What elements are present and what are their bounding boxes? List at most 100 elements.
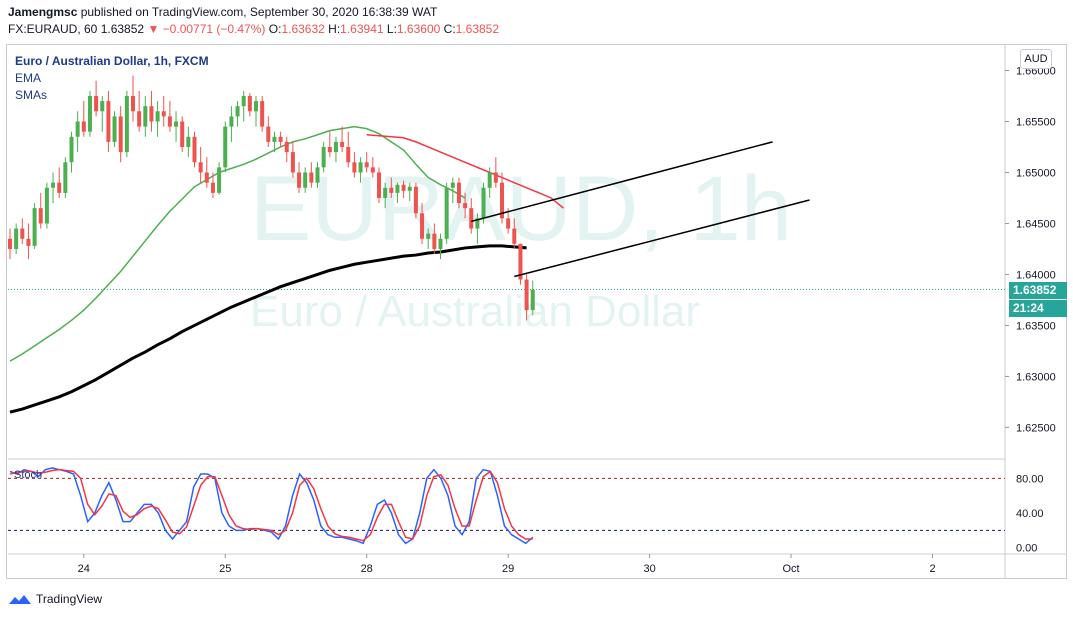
change-arrow: ▼	[147, 22, 160, 36]
candle-up	[481, 187, 486, 219]
candle-down	[26, 238, 31, 246]
candle-down	[167, 116, 172, 127]
candle-up	[303, 172, 308, 188]
candle-down	[290, 152, 295, 173]
candle-up	[32, 208, 37, 246]
candle-up	[112, 116, 117, 142]
candle-down	[137, 111, 142, 127]
candle-up	[426, 233, 431, 239]
candle-down	[518, 243, 523, 280]
footer-brand-label: TradingView	[36, 592, 103, 606]
change-value: −0.00771 (−0.47%)	[162, 22, 266, 36]
price-tick-label: 1.63000	[1016, 371, 1056, 383]
countdown-badge: 21:24	[1009, 299, 1067, 317]
high-label: H:	[328, 22, 341, 36]
chart-title[interactable]: Euro / Australian Dollar, 1h, FXCM	[15, 54, 209, 68]
trendline-upper	[471, 141, 773, 223]
candle-down	[20, 228, 25, 239]
price-axis[interactable]: 1.660001.655001.650001.645001.640001.635…	[1005, 65, 1056, 555]
candle-down	[297, 172, 302, 188]
time-tick-label: 24	[78, 563, 90, 575]
time-axis[interactable]: 24 25 28 29 30 Oct 2	[78, 554, 936, 575]
candle-down	[346, 146, 351, 163]
candle-down	[377, 172, 381, 198]
publish-line: Jamengmsc published on TradingView.com, …	[8, 5, 437, 19]
candle-up	[358, 162, 363, 173]
candle-down	[364, 162, 369, 168]
candle-up	[475, 218, 480, 229]
stoch-tick-label: 0.00	[1016, 543, 1037, 555]
candle-up	[100, 101, 105, 112]
candle-down	[389, 187, 394, 193]
candle-down	[352, 162, 357, 173]
open-label: O:	[268, 22, 282, 36]
stoch-tick-label: 80.00	[1016, 473, 1044, 485]
candle-up	[438, 238, 443, 249]
candles	[8, 75, 535, 321]
legend-stoch[interactable]: Stoch	[14, 469, 43, 481]
candle-up	[44, 187, 49, 224]
ema-line	[9, 125, 466, 362]
candle-up	[51, 182, 56, 188]
open-value: 1.63632	[281, 22, 325, 36]
candle-down	[106, 101, 111, 142]
candle-up	[444, 187, 449, 239]
candle-up	[174, 121, 179, 127]
ohlc-line: FX:EURAUD, 60 1.63852 ▼ −0.00771 (−0.47%…	[8, 22, 499, 36]
candle-down	[413, 186, 418, 214]
candle-down	[493, 172, 498, 183]
currency-button[interactable]: AUD	[1020, 49, 1052, 69]
candle-down	[266, 126, 271, 142]
candle-down	[309, 172, 314, 183]
candle-down	[180, 121, 185, 147]
price-tick-label: 1.64000	[1016, 269, 1056, 281]
last-price: 1.63852	[100, 22, 145, 36]
candle-down	[94, 95, 99, 112]
stoch-d-line	[9, 468, 533, 542]
candle-down	[131, 95, 135, 112]
candle-down	[260, 101, 265, 127]
candle-up	[254, 101, 258, 112]
last-price-badge: 1.63852	[1009, 281, 1067, 299]
legend-smas[interactable]: SMAs	[15, 88, 48, 102]
candle-up	[155, 111, 160, 122]
stoch-tick-label: 40.00	[1016, 508, 1044, 520]
candle-up	[235, 106, 240, 117]
candle-down	[340, 141, 345, 147]
candle-up	[315, 167, 320, 183]
candle-up	[217, 167, 222, 193]
candle-down	[432, 233, 437, 249]
candle-up	[321, 146, 326, 168]
footer-brand[interactable]: TradingView	[8, 592, 102, 606]
close-label: C:	[443, 22, 456, 36]
watermark-name: Euro / Australian Dollar	[250, 287, 700, 336]
candle-up	[223, 126, 228, 168]
candle-up	[395, 184, 400, 193]
candle-up	[14, 228, 19, 249]
candle-up	[333, 141, 338, 153]
candle-down	[456, 182, 461, 204]
symbol-interval: FX:EURAUD, 60	[8, 22, 98, 36]
candle-up	[407, 186, 412, 191]
candle-down	[161, 111, 166, 117]
candle-down	[401, 184, 406, 191]
candle-down	[500, 182, 504, 219]
time-tick-label: 29	[502, 563, 514, 575]
trendline-lower	[514, 199, 810, 278]
price-tick-label: 1.65500	[1016, 116, 1056, 128]
trendlines[interactable]	[471, 141, 810, 278]
candle-down	[524, 279, 529, 311]
legend-ema[interactable]: EMA	[15, 71, 42, 85]
time-tick-label: 30	[643, 563, 655, 575]
candle-up	[186, 136, 191, 147]
time-tick-label: Oct	[782, 563, 799, 575]
candle-down	[118, 116, 123, 153]
time-tick-label: 28	[361, 563, 373, 575]
candle-up	[63, 162, 68, 193]
candle-down	[8, 238, 12, 249]
candle-down	[57, 182, 62, 193]
candle-up	[530, 289, 535, 311]
publish-info: published on TradingView.com, September …	[77, 5, 438, 19]
candle-up	[272, 136, 277, 142]
